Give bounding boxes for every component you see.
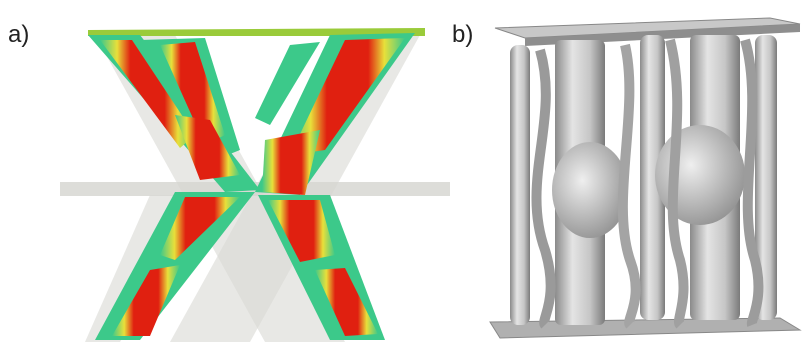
panel-a <box>60 28 450 342</box>
panel-label: a) <box>8 21 29 48</box>
panel-b <box>490 18 800 338</box>
figure: a) b) <box>0 0 807 342</box>
panel-label: b) <box>452 21 473 48</box>
